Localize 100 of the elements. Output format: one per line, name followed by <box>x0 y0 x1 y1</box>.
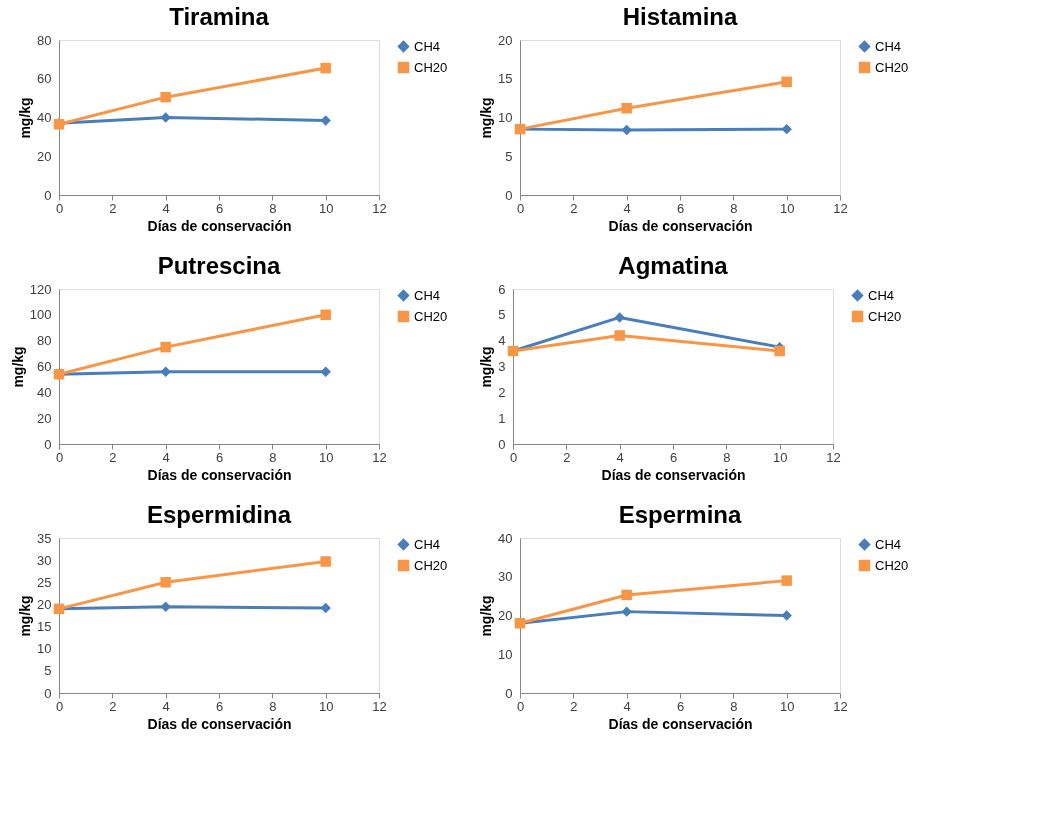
y-axis-title: mg/kg <box>478 595 495 637</box>
chart-title: Agmatina <box>618 252 729 279</box>
legend-label: CH4 <box>414 536 441 552</box>
x-tick-label: 4 <box>623 200 631 216</box>
y-tick-label: 20 <box>37 410 52 426</box>
point <box>160 112 171 123</box>
x-tick-label: 10 <box>318 449 334 465</box>
x-tick-label: 2 <box>570 698 578 714</box>
x-tick-label: 12 <box>372 449 387 465</box>
y-tick-label: 35 <box>37 530 52 546</box>
x-axis-title: Días de conservación <box>147 715 292 732</box>
y-tick-label: 20 <box>498 32 513 48</box>
y-axis-title: mg/kg <box>478 346 495 388</box>
x-tick-label: 4 <box>162 698 170 714</box>
y-tick-label: 6 <box>498 281 506 297</box>
y-tick-label: 5 <box>498 307 506 323</box>
y-tick-label: 10 <box>498 646 513 662</box>
x-tick-label: 0 <box>516 200 525 216</box>
x-tick-label: 0 <box>516 698 525 714</box>
point <box>614 312 625 323</box>
x-tick-label: 10 <box>772 449 788 465</box>
point <box>320 602 331 614</box>
y-tick-label: 40 <box>37 384 52 400</box>
y-tick-label: 0 <box>44 187 52 203</box>
point <box>320 556 331 567</box>
chart-title: Putrescina <box>157 252 282 279</box>
x-tick-label: 6 <box>215 449 224 465</box>
y-tick-label: 15 <box>498 71 513 87</box>
x-tick-label: 10 <box>318 200 334 216</box>
y-axis-title: mg/kg <box>17 97 34 139</box>
x-tick-label: 4 <box>623 698 631 714</box>
y-tick-label: 1 <box>498 410 506 426</box>
point <box>621 589 632 601</box>
x-tick-label: 6 <box>669 449 678 465</box>
point <box>621 102 632 114</box>
point <box>781 610 792 621</box>
y-tick-label: 25 <box>37 574 52 590</box>
legend-label: CH4 <box>414 287 441 303</box>
x-tick-label: 10 <box>779 200 795 216</box>
x-tick-label: 2 <box>109 200 117 216</box>
x-tick-label: 8 <box>723 449 731 465</box>
x-tick-label: 6 <box>215 200 224 216</box>
x-tick-label: 6 <box>215 698 224 714</box>
y-tick-label: 30 <box>498 569 513 585</box>
x-tick-label: 12 <box>833 200 848 216</box>
point <box>614 330 625 341</box>
y-tick-label: 40 <box>37 110 52 125</box>
x-tick-label: 0 <box>55 449 64 465</box>
x-tick-label: 2 <box>570 200 578 216</box>
y-tick-label: 4 <box>498 333 506 349</box>
x-tick-label: 8 <box>269 449 277 465</box>
x-axis-title: Días de conservación <box>147 466 292 483</box>
legend-label: CH20 <box>414 557 448 573</box>
legend-label: CH4 <box>868 287 895 303</box>
x-tick-label: 12 <box>833 698 848 714</box>
chart-title: Espermidina <box>146 501 292 528</box>
legend-label: CH20 <box>414 308 448 324</box>
x-tick-label: 10 <box>779 698 795 714</box>
y-tick-label: 80 <box>37 333 52 349</box>
x-axis-title: Días de conservación <box>608 715 753 732</box>
x-tick-label: 4 <box>162 200 170 216</box>
y-tick-label: 100 <box>29 307 52 323</box>
x-tick-label: 12 <box>372 200 387 216</box>
x-tick-label: 8 <box>269 698 277 714</box>
chart-title: Histamina <box>622 3 738 30</box>
point <box>781 575 792 586</box>
y-tick-label: 20 <box>37 148 52 164</box>
x-tick-label: 8 <box>730 200 738 216</box>
y-tick-label: 40 <box>498 530 513 546</box>
y-tick-label: 0 <box>505 187 513 203</box>
y-tick-label: 5 <box>44 663 52 679</box>
x-tick-label: 6 <box>676 200 685 216</box>
point <box>781 76 792 88</box>
chart-title: Espermina <box>618 501 743 528</box>
legend-label: CH20 <box>868 308 902 324</box>
x-tick-label: 4 <box>162 449 170 465</box>
legend-label: CH4 <box>414 38 441 54</box>
y-tick-label: 15 <box>37 619 52 635</box>
x-axis-title: Días de conservación <box>608 217 753 234</box>
y-tick-label: 0 <box>505 685 513 701</box>
point <box>320 115 331 126</box>
y-tick-label: 10 <box>37 641 52 657</box>
x-tick-label: 2 <box>109 449 117 465</box>
x-tick-label: 2 <box>109 698 117 714</box>
y-tick-label: 30 <box>37 552 52 568</box>
point <box>160 577 171 588</box>
point <box>320 366 331 377</box>
x-tick-label: 12 <box>826 449 841 465</box>
x-axis-title: Días de conservación <box>601 466 746 483</box>
legend-label: CH20 <box>875 59 909 75</box>
point <box>160 341 171 353</box>
y-axis-title: mg/kg <box>17 595 34 637</box>
y-tick-label: 0 <box>44 685 52 701</box>
point <box>621 124 632 136</box>
point <box>160 366 171 377</box>
x-tick-label: 0 <box>55 200 64 216</box>
y-tick-label: 120 <box>29 281 52 297</box>
x-tick-label: 8 <box>269 200 277 216</box>
y-tick-label: 3 <box>498 359 506 374</box>
x-axis-title: Días de conservación <box>147 217 292 234</box>
